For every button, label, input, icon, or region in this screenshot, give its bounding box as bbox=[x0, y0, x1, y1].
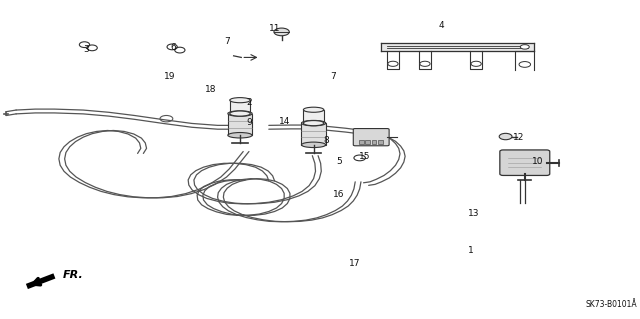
Ellipse shape bbox=[230, 111, 250, 116]
Ellipse shape bbox=[228, 111, 252, 116]
Circle shape bbox=[471, 61, 481, 66]
FancyBboxPatch shape bbox=[230, 100, 250, 114]
FancyBboxPatch shape bbox=[301, 123, 326, 145]
Text: 4: 4 bbox=[439, 21, 444, 30]
FancyBboxPatch shape bbox=[372, 140, 376, 144]
FancyBboxPatch shape bbox=[228, 114, 252, 135]
Ellipse shape bbox=[303, 121, 324, 126]
Circle shape bbox=[388, 61, 398, 66]
Ellipse shape bbox=[301, 120, 326, 126]
FancyBboxPatch shape bbox=[353, 129, 389, 146]
Ellipse shape bbox=[301, 142, 326, 148]
Text: 3: 3 bbox=[84, 45, 89, 54]
Text: 7: 7 bbox=[330, 72, 335, 81]
Text: 15: 15 bbox=[359, 152, 371, 161]
Circle shape bbox=[520, 45, 529, 49]
Text: 10: 10 bbox=[532, 157, 543, 166]
FancyBboxPatch shape bbox=[365, 140, 370, 144]
Ellipse shape bbox=[303, 107, 324, 112]
Text: 16: 16 bbox=[333, 190, 345, 199]
Text: 13: 13 bbox=[468, 209, 479, 218]
Circle shape bbox=[499, 133, 512, 140]
Text: 17: 17 bbox=[349, 259, 361, 268]
Text: 14: 14 bbox=[279, 117, 291, 126]
FancyBboxPatch shape bbox=[378, 140, 383, 144]
Circle shape bbox=[519, 62, 531, 67]
Text: 19: 19 bbox=[164, 72, 175, 81]
FancyBboxPatch shape bbox=[500, 150, 550, 175]
Text: 9: 9 bbox=[247, 118, 252, 127]
Text: 1: 1 bbox=[468, 246, 473, 255]
Text: SK73-B0101Å: SK73-B0101Å bbox=[585, 300, 637, 309]
FancyBboxPatch shape bbox=[303, 110, 324, 123]
Ellipse shape bbox=[228, 132, 252, 138]
Circle shape bbox=[274, 28, 289, 36]
Text: FR.: FR. bbox=[63, 270, 83, 280]
Text: 5: 5 bbox=[337, 157, 342, 166]
Text: 2: 2 bbox=[247, 98, 252, 107]
Text: 12: 12 bbox=[513, 133, 524, 142]
Text: 11: 11 bbox=[269, 24, 281, 33]
Ellipse shape bbox=[230, 98, 250, 103]
Text: 6: 6 bbox=[170, 43, 175, 52]
Circle shape bbox=[420, 61, 430, 66]
FancyBboxPatch shape bbox=[359, 140, 364, 144]
Text: 7: 7 bbox=[225, 37, 230, 46]
Text: 8: 8 bbox=[324, 136, 329, 145]
Text: 18: 18 bbox=[205, 85, 217, 94]
